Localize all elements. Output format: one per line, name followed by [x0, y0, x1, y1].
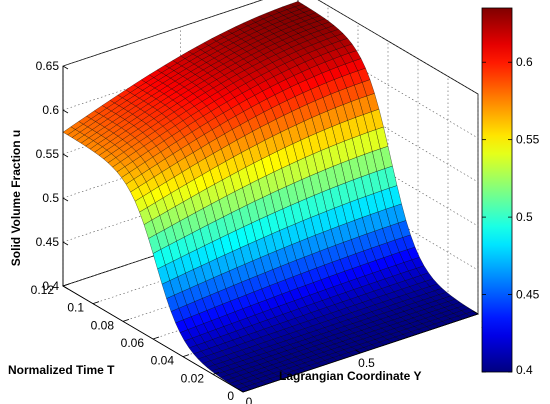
- x-tick-mark: [472, 310, 479, 315]
- colorbar-tick-label: 0.6: [516, 55, 533, 69]
- y-tick-label: 0: [227, 389, 234, 403]
- y-tick-label: 0.1: [67, 301, 84, 315]
- y-tick-label: 0.12: [31, 283, 55, 297]
- x-axis-label: Lagrangian Coordinate Y: [279, 369, 421, 383]
- x-tick-mark: [237, 388, 244, 393]
- z-tick-label: 0.4: [42, 279, 59, 293]
- z-tick-mark: [62, 241, 69, 246]
- colorbar-gradient: [481, 7, 513, 373]
- colorbar-tick-label: 0.4: [516, 363, 533, 377]
- y-tick-mark: [242, 389, 250, 393]
- z-axis-label: Solid Volume Fraction u: [9, 130, 23, 266]
- surface-patch: [62, 126, 76, 136]
- z-tick-mark: [62, 197, 69, 202]
- colorbar-tick-label: 0.5: [516, 210, 533, 224]
- z-tick-label: 0.6: [42, 103, 59, 117]
- z-tick-label: 0.65: [36, 59, 60, 73]
- y-tick-mark: [62, 283, 70, 287]
- z-tick-mark: [62, 285, 69, 290]
- colorbar-tick-label: 0.55: [516, 133, 540, 147]
- y-tick-mark: [182, 354, 190, 358]
- y-tick-mark: [92, 301, 100, 305]
- z-tick-mark: [62, 65, 69, 70]
- z-tick-label: 0.55: [36, 147, 60, 161]
- z-tick-label: 0.45: [36, 235, 60, 249]
- y-tick-mark: [152, 336, 160, 340]
- y-tick-label: 0.02: [181, 371, 205, 385]
- colorbar: 0.4 0.45 0.5 0.55 0.6: [481, 7, 540, 377]
- x-tick-mark: [355, 349, 361, 354]
- z-tick-mark: [62, 109, 69, 114]
- x-tick-label: 0.5: [358, 356, 375, 370]
- axis-ticks: 0.4 0.45 0.5 0.55 0.6 0.65 0 0.02 0.04 0.06 0.08 0.…: [31, 59, 488, 404]
- colorbar-tick-label: 0.45: [516, 288, 540, 302]
- y-tick-mark: [212, 371, 220, 375]
- z-tick-mark: [62, 153, 69, 158]
- y-tick-label: 0.04: [151, 354, 175, 368]
- y-tick-mark: [122, 318, 130, 322]
- y-tick-label: 0.08: [91, 318, 115, 332]
- y-tick-label: 0.06: [121, 336, 145, 350]
- x-tick-label: 0: [246, 395, 253, 404]
- surface-mesh: [62, 1, 479, 392]
- z-tick-label: 0.5: [42, 191, 59, 205]
- y-axis-label: Normalized Time T: [8, 363, 115, 377]
